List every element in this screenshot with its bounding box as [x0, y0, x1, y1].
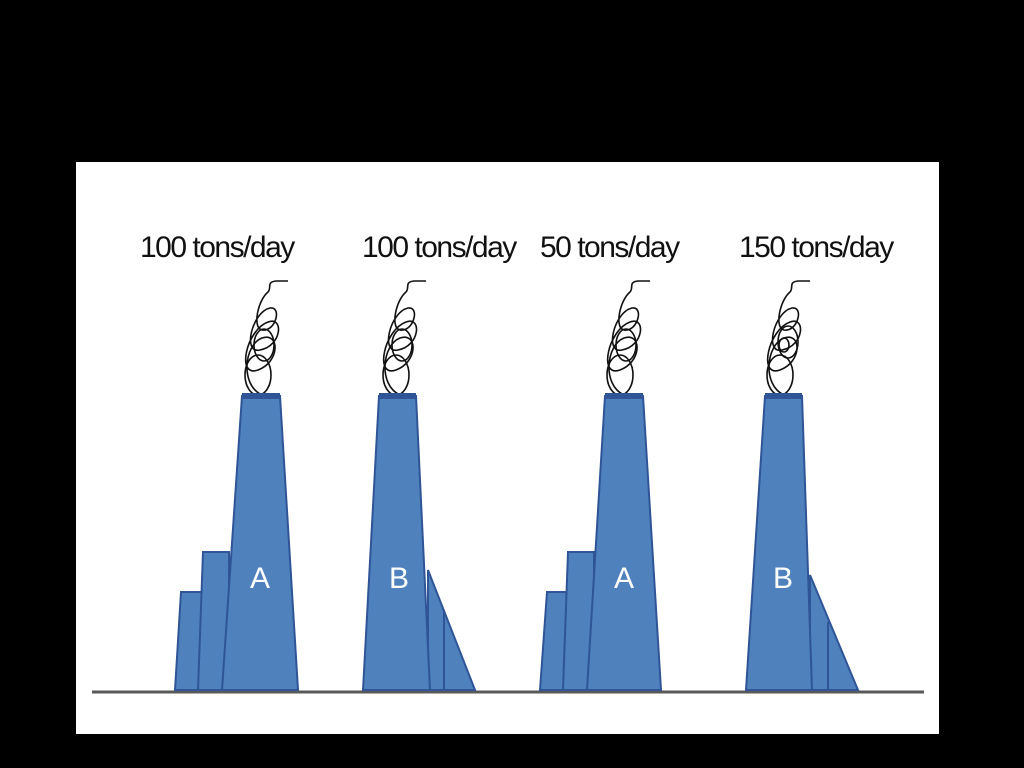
- factory-1-smokestack: [220, 395, 300, 691]
- smoke-icon: [244, 280, 288, 396]
- smoke-puff: [615, 328, 637, 362]
- factory-4: 150 tons/day B: [739, 231, 896, 691]
- factory-2-stack-cap: [379, 393, 416, 399]
- smoke-icon: [766, 280, 810, 396]
- smoke-puff: [777, 325, 799, 359]
- smoke-puff: [778, 337, 790, 353]
- smoke-icon: [382, 280, 426, 396]
- factory-2-smokestack: [361, 395, 432, 691]
- smoke-icon: [606, 280, 650, 396]
- smoke-puff: [766, 354, 794, 396]
- factory-3-stack-cap: [605, 393, 643, 399]
- factory-3-smokestack: [585, 395, 663, 691]
- factory-2: 100 tons/day B: [361, 231, 519, 691]
- factory-2-rate-label: 100 tons/day: [362, 231, 517, 264]
- factory-3-letter: A: [614, 562, 634, 595]
- factory-3-rate-label: 50 tons/day: [540, 231, 680, 264]
- factory-4-smokestack: [744, 395, 814, 691]
- factory-1-letter: A: [250, 562, 270, 595]
- factory-4-rate-label: 150 tons/day: [739, 231, 894, 264]
- factory-2-ramp: [427, 569, 477, 691]
- smoke-puff: [391, 328, 413, 362]
- factory-3: 50 tons/day A: [538, 231, 682, 691]
- factory-4-ramp: [809, 574, 860, 691]
- factory-1: 100 tons/day A: [140, 231, 300, 691]
- factory-4-stack-cap: [765, 393, 802, 399]
- factory-1-stack-cap: [242, 393, 280, 399]
- factory-4-letter: B: [773, 562, 793, 595]
- factory-2-letter: B: [389, 562, 409, 595]
- smoke-puff: [253, 328, 275, 362]
- factory-1-rate-label: 100 tons/day: [140, 231, 295, 264]
